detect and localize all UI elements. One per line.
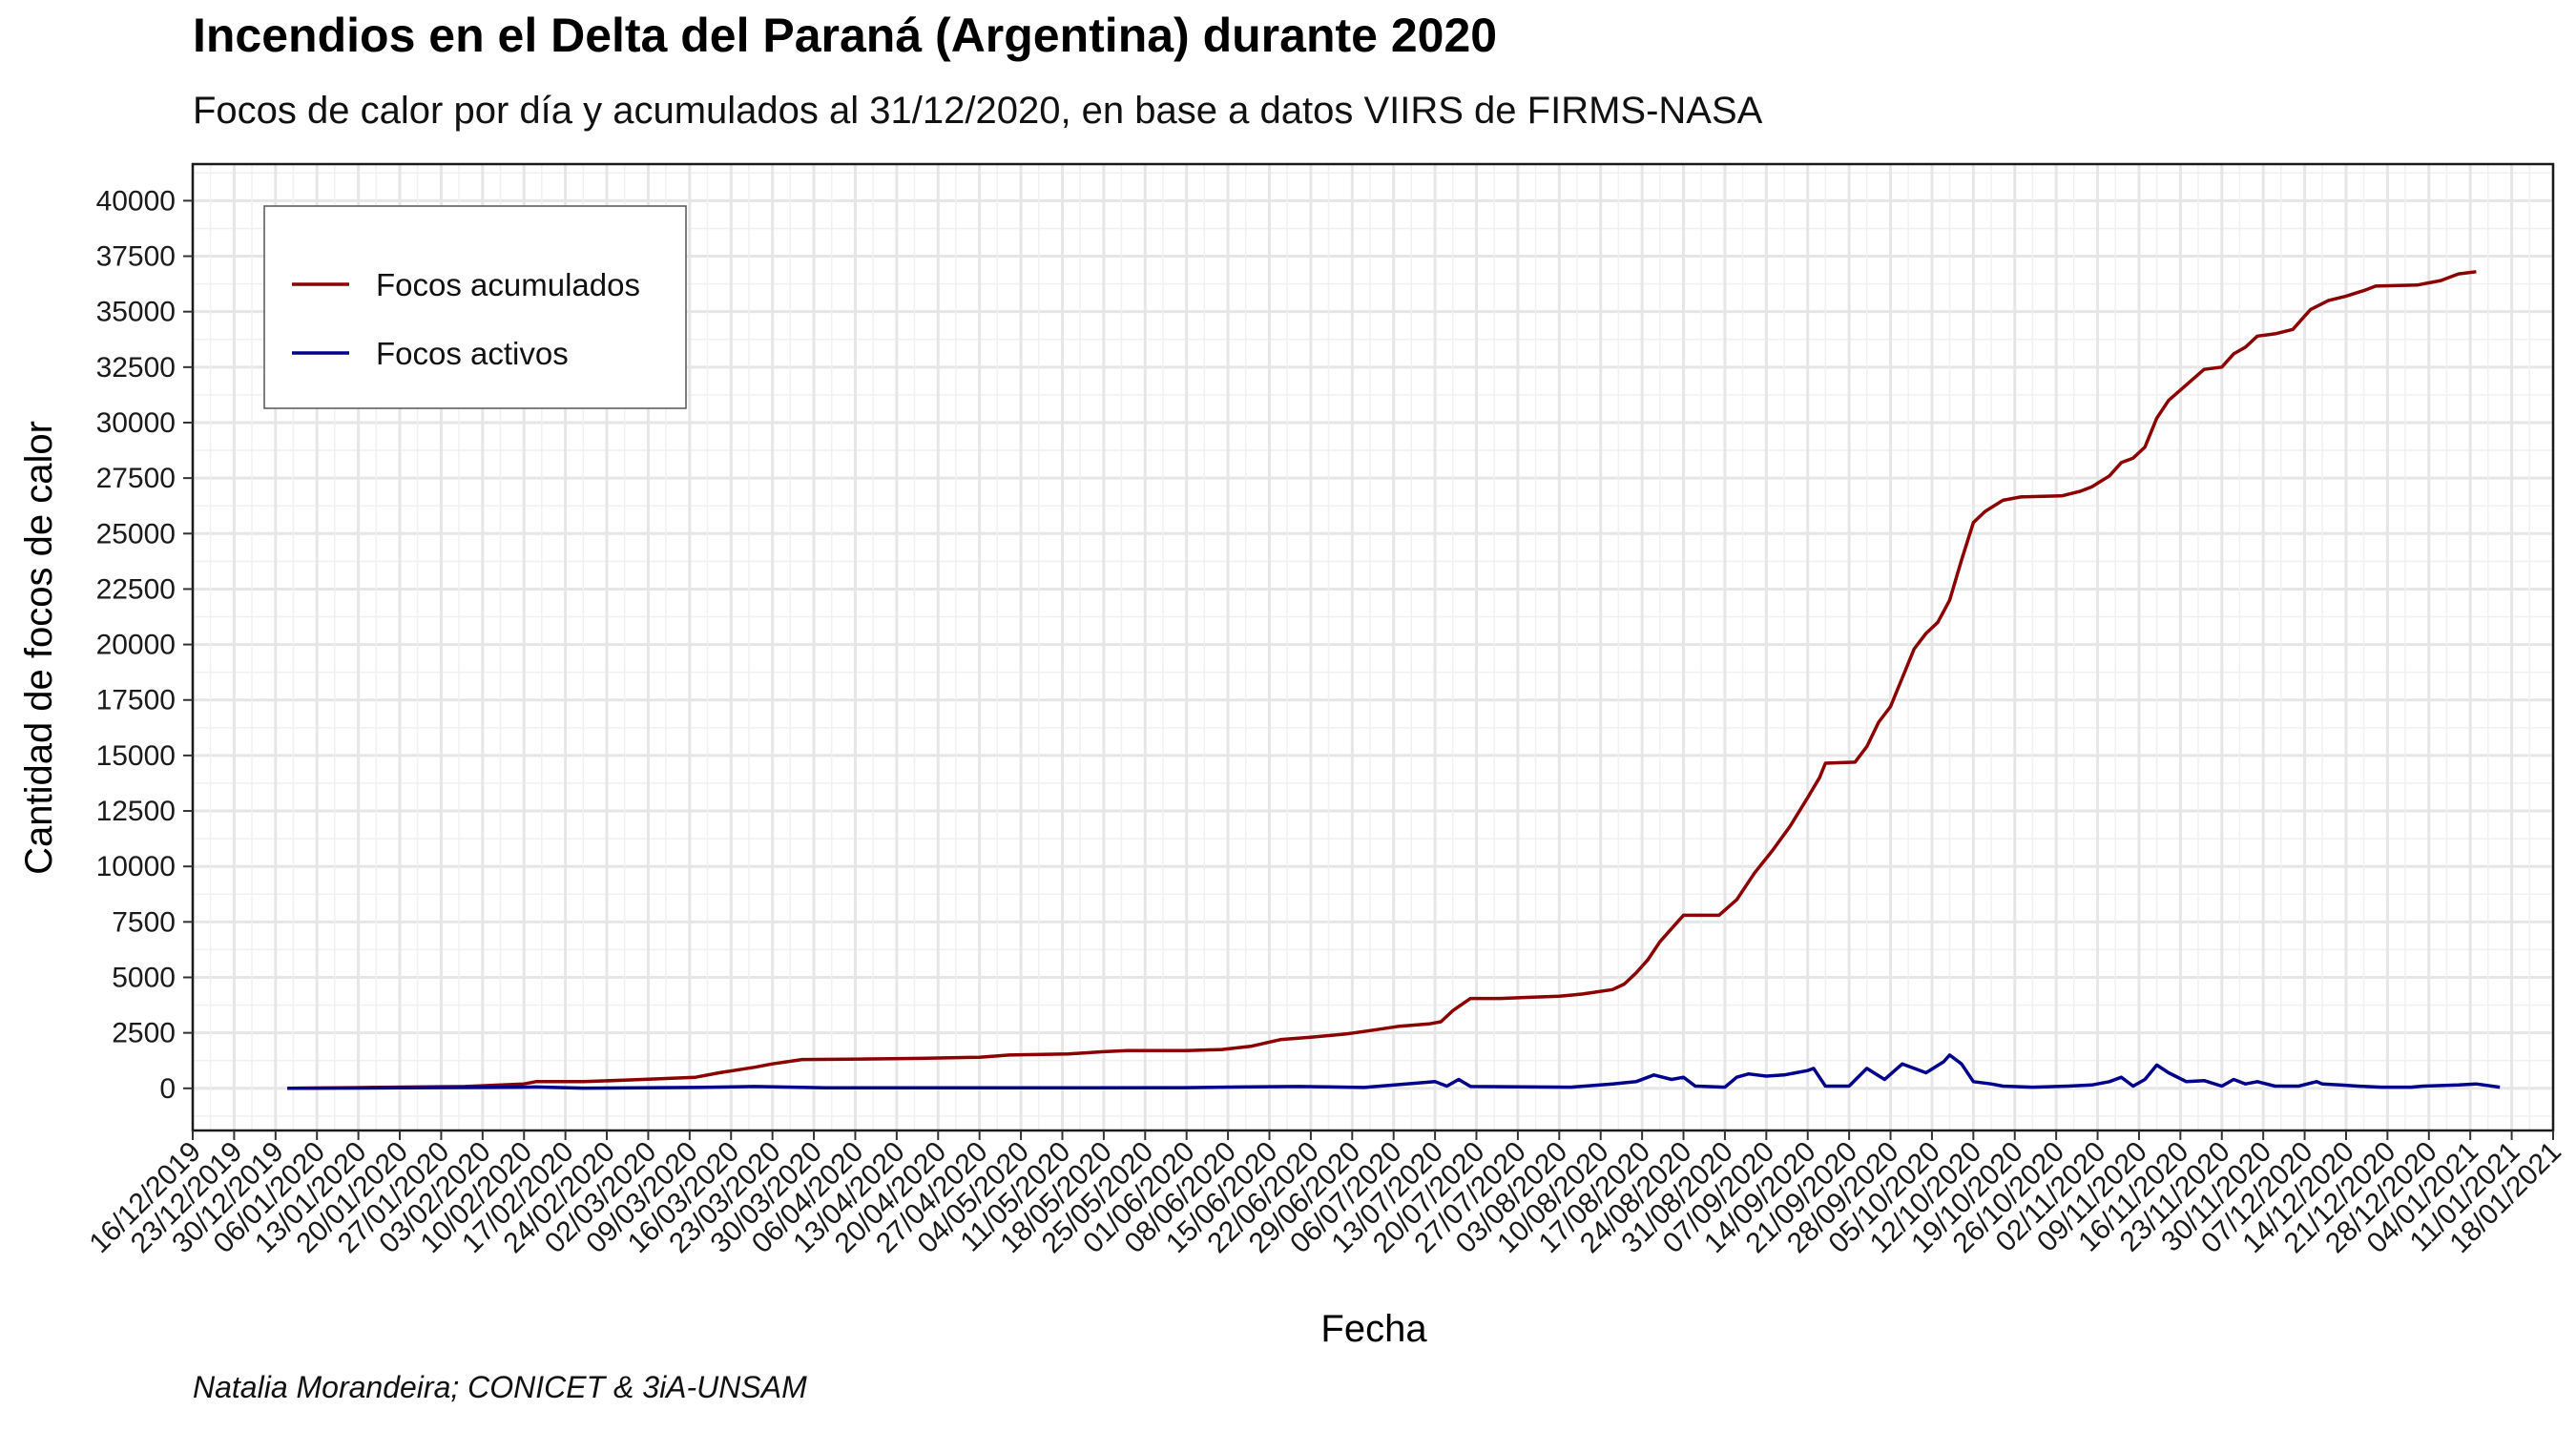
axes: 0 2500 5000 7500 10000 12500 15000 17500 20000 22… bbox=[83, 185, 2567, 1259]
legend-box bbox=[263, 205, 687, 409]
y-tick-label: 25000 bbox=[96, 518, 176, 550]
y-tick-label: 20000 bbox=[96, 630, 176, 661]
y-tick-label: 0 bbox=[159, 1073, 176, 1105]
y-tick-label: 22500 bbox=[96, 573, 176, 605]
series-line-accumulated bbox=[287, 270, 2477, 1090]
y-tick-label: 32500 bbox=[96, 352, 176, 384]
legend-label-accumulated: Focos acumulados bbox=[376, 267, 640, 302]
y-tick-label: 30000 bbox=[96, 407, 176, 439]
y-tick-label: 17500 bbox=[96, 685, 176, 716]
x-axis-title: Fecha bbox=[1320, 1308, 1427, 1350]
y-tick-label: 5000 bbox=[112, 963, 176, 994]
chart-title: Incendios en el Delta del Paraná (Argent… bbox=[193, 9, 1498, 62]
legend: Focos acumulados Focos activos bbox=[263, 205, 687, 409]
y-tick-label: 12500 bbox=[96, 796, 176, 827]
y-tick-label: 27500 bbox=[96, 463, 176, 494]
y-axis-title: Cantidad de focos de calor bbox=[18, 421, 60, 875]
y-tick-label: 15000 bbox=[96, 740, 176, 772]
legend-label-active: Focos activos bbox=[376, 336, 569, 371]
y-tick-label: 40000 bbox=[96, 185, 176, 217]
series-lines bbox=[287, 270, 2501, 1090]
y-tick-label: 37500 bbox=[96, 241, 176, 273]
gridlines bbox=[191, 164, 2555, 1130]
y-tick-label: 10000 bbox=[96, 851, 176, 882]
series-line-active bbox=[287, 1053, 2501, 1090]
y-tick-label: 35000 bbox=[96, 297, 176, 328]
plot-frame bbox=[191, 162, 2555, 1132]
chart-caption: Natalia Morandeira; CONICET & 3iA-UNSAM bbox=[193, 1370, 807, 1404]
y-tick-label: 7500 bbox=[112, 906, 176, 938]
y-tick-label: 2500 bbox=[112, 1018, 176, 1049]
chart-subtitle: Focos de calor por día y acumulados al 3… bbox=[193, 90, 1763, 132]
